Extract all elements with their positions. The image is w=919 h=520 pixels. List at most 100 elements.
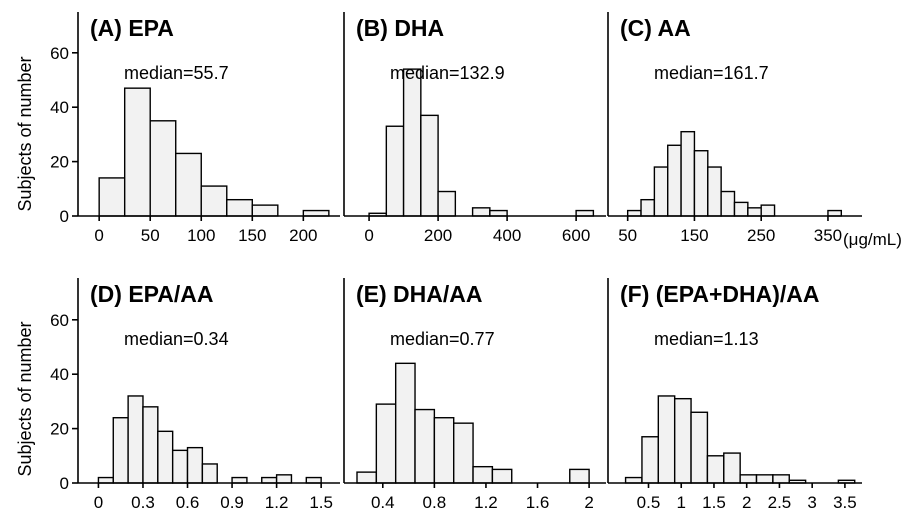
panel-title: (B) DHA [356, 15, 444, 41]
x-tick-label: 200 [424, 226, 452, 245]
histogram-bar [827, 209, 843, 217]
panel-1: 0 20 40 60 0 50 100 150 200 (A) EPA median=55.7 [50, 12, 340, 245]
median-annotation: median=132.9 [390, 63, 505, 83]
x-tick-label: 2.5 [768, 493, 792, 512]
histogram-bar [755, 474, 774, 484]
x-tick-label: 1 [676, 493, 685, 512]
x-tick-label: 0.5 [637, 493, 661, 512]
panel-2: 0 200 400 600 (B) DHA median=132.9 [343, 12, 606, 245]
histogram-bar [747, 207, 762, 217]
y-tick-label: 60 [50, 44, 69, 63]
histogram-bar [720, 190, 736, 217]
histogram-bar [569, 468, 590, 484]
x-tick-label: 0 [364, 226, 373, 245]
histogram-bar [201, 463, 218, 484]
histogram-bar [402, 68, 422, 217]
x-tick-label: 1.2 [474, 493, 498, 512]
y-tick-label: 0 [60, 207, 69, 226]
x-tick-label: 50 [141, 226, 160, 245]
histogram-bar [707, 166, 722, 217]
y-tick-label: 60 [50, 311, 69, 330]
x-tick-label: 2 [584, 493, 593, 512]
x-tick-label: 400 [493, 226, 521, 245]
histogram-bar [472, 465, 494, 484]
histogram-bar [706, 455, 725, 484]
histogram-bar [673, 397, 692, 484]
panel-title: (C) AA [620, 15, 691, 41]
histogram-bar [739, 474, 758, 484]
median-annotation: median=0.34 [124, 329, 229, 349]
median-annotation: median=55.7 [124, 63, 229, 83]
histogram-bar [97, 476, 114, 484]
histogram-bar [453, 422, 474, 484]
panel-title: (A) EPA [90, 15, 174, 41]
x-tick-label: 0.6 [176, 493, 200, 512]
median-annotation: median=0.77 [390, 329, 495, 349]
histogram-bar [575, 209, 595, 217]
histogram-bar [200, 185, 228, 217]
x-tick-label: 200 [289, 226, 317, 245]
histogram-bar [693, 150, 709, 217]
x-tick-label: 250 [747, 226, 775, 245]
x-tick-label: 0 [94, 226, 103, 245]
panel-title: (E) DHA/AA [356, 281, 483, 307]
histogram-bar [624, 476, 643, 484]
histogram-bar [385, 125, 405, 217]
panel-title: (F) (EPA+DHA)/AA [620, 281, 820, 307]
histogram-bar [275, 474, 293, 484]
x-tick-label: 50 [618, 226, 637, 245]
histogram-bar [626, 209, 642, 217]
histogram-bar [127, 395, 144, 484]
x-tick-label: 1.5 [309, 493, 333, 512]
histogram-bar [261, 476, 278, 484]
x-tick-label: 600 [562, 226, 590, 245]
histogram-bar [640, 198, 656, 217]
histogram-bar [251, 204, 279, 217]
x-tick-label: 1.5 [702, 493, 726, 512]
histogram-bar [112, 417, 129, 484]
x-tick-label: 150 [238, 226, 266, 245]
histogram-bar [142, 406, 159, 484]
y-tick-label: 20 [50, 153, 69, 172]
histogram-bar [653, 166, 669, 217]
x-tick-label: 150 [680, 226, 708, 245]
x-tick-label: 0.4 [371, 493, 395, 512]
histogram-bar [723, 452, 741, 484]
x-tick-label: 0.3 [131, 493, 155, 512]
histogram-bar [394, 362, 416, 484]
x-tick-label: 2 [742, 493, 751, 512]
histogram-bar [175, 152, 202, 217]
histogram-bar [491, 468, 513, 484]
histogram-bar [375, 403, 397, 484]
histogram-bar [186, 446, 204, 484]
histogram-bar [149, 120, 177, 217]
median-annotation: median=1.13 [654, 329, 759, 349]
x-tick-label: 100 [187, 226, 215, 245]
x-tick-label: 3 [807, 493, 816, 512]
x-tick-label: 1.2 [265, 493, 289, 512]
y-tick-label: 40 [50, 98, 69, 117]
histogram-bar [414, 408, 436, 484]
histogram-bar [437, 190, 457, 217]
x-tick-label: 1.6 [526, 493, 550, 512]
x-tick-label: 350 [814, 226, 842, 245]
histogram-bar [98, 177, 126, 217]
histogram-bar [690, 411, 709, 484]
panel-6: 0.5 1 1.5 2 2.5 3 3.5 (F) (EPA+DHA)/AA median=1.… [607, 278, 862, 512]
histogram-bar [433, 417, 455, 484]
histogram-bar [171, 449, 189, 484]
histogram-bar [733, 201, 749, 217]
y-tick-label: 0 [60, 474, 69, 493]
unit-label: (μg/mL) [843, 230, 902, 249]
histogram-bar [356, 471, 378, 484]
panel-title: (D) EPA/AA [90, 281, 214, 307]
histogram-bar [772, 474, 790, 484]
x-tick-label: 3.5 [833, 493, 857, 512]
histogram-bar [641, 436, 660, 484]
x-tick-label: 0 [94, 493, 103, 512]
histogram-bar [305, 476, 322, 484]
histogram-bar [680, 130, 696, 217]
histogram-bar [231, 476, 248, 484]
x-tick-label: 0.9 [220, 493, 244, 512]
